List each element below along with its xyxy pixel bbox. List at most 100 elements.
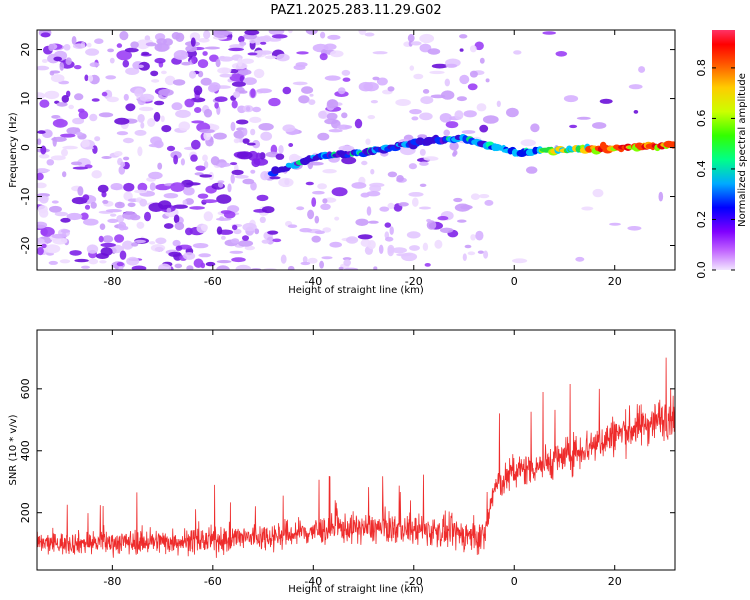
noise-blob	[191, 139, 201, 150]
noise-blob	[213, 132, 227, 140]
noise-blob	[569, 124, 578, 129]
noise-blob	[581, 206, 594, 211]
noise-blob	[80, 212, 89, 220]
noise-blob	[337, 87, 346, 95]
noise-blob	[60, 229, 71, 233]
noise-blob	[627, 226, 642, 231]
noise-blob	[185, 45, 198, 52]
spectrogram-panel: -80 -60 -40 -20 0 20 20 10 0 -10 -20 Height of str…	[8, 29, 676, 296]
noise-blob	[337, 124, 351, 130]
noise-blob	[72, 166, 89, 170]
noise-blob	[592, 122, 607, 129]
noise-blob	[317, 132, 330, 141]
noise-blob	[247, 52, 258, 56]
noise-blob	[467, 251, 476, 256]
noise-blob	[137, 182, 148, 192]
y-tick-label: 10	[19, 92, 32, 106]
noise-blob	[156, 38, 167, 45]
noise-blob	[37, 182, 47, 189]
noise-blob	[276, 53, 290, 62]
noise-blob	[199, 174, 213, 178]
noise-blob	[37, 65, 50, 71]
noise-blob	[239, 75, 245, 83]
noise-blob	[445, 63, 458, 68]
noise-blob	[370, 100, 378, 104]
noise-blob	[242, 138, 250, 144]
noise-blob	[180, 158, 185, 166]
noise-blob	[191, 120, 205, 124]
noise-blob	[478, 194, 490, 199]
noise-blob	[370, 168, 375, 175]
noise-blob	[252, 106, 261, 113]
noise-blob	[238, 35, 245, 43]
noise-blob	[484, 199, 494, 206]
noise-blob	[419, 148, 426, 156]
noise-blob	[230, 174, 235, 184]
noise-blob	[292, 81, 308, 86]
noise-blob	[233, 138, 240, 144]
noise-blob	[44, 90, 60, 100]
noise-blob	[161, 125, 172, 133]
noise-blob	[140, 122, 145, 129]
noise-blob	[658, 191, 664, 202]
noise-blob	[288, 143, 294, 147]
noise-blob	[437, 216, 449, 221]
noise-blob	[131, 242, 139, 247]
y-tick-label: 200	[19, 502, 32, 523]
noise-blob	[153, 111, 161, 122]
noise-blob	[479, 124, 489, 133]
snr-xlabel: Height of straight line (km)	[288, 584, 424, 595]
noise-blob	[426, 218, 432, 223]
noise-blob	[364, 32, 375, 37]
noise-blob	[311, 197, 317, 208]
noise-blob	[368, 220, 379, 224]
noise-blob	[319, 260, 324, 269]
noise-blob	[268, 97, 281, 107]
noise-blob	[232, 224, 238, 231]
noise-blob	[341, 112, 348, 119]
noise-blob	[343, 259, 352, 267]
noise-blob	[322, 169, 337, 174]
noise-blob	[322, 227, 332, 233]
noise-blob	[223, 211, 236, 219]
noise-blob	[41, 59, 48, 63]
noise-blob	[166, 145, 176, 152]
noise-blob	[358, 81, 374, 92]
noise-blob	[482, 115, 499, 124]
noise-blob	[372, 76, 380, 81]
noise-blob	[327, 34, 341, 40]
noise-blob	[308, 99, 316, 105]
noise-blob	[41, 243, 47, 249]
noise-blob	[183, 252, 196, 260]
noise-blob	[338, 266, 344, 270]
noise-blob	[367, 115, 376, 120]
noise-blob	[366, 206, 372, 216]
noise-blob	[50, 74, 65, 83]
y-tick-label: 0	[19, 144, 32, 151]
noise-blob	[288, 30, 293, 34]
noise-blob	[239, 41, 247, 46]
noise-blob	[173, 50, 189, 60]
noise-blob	[203, 30, 211, 40]
noise-blob	[164, 75, 176, 86]
noise-blob	[389, 226, 394, 235]
noise-blob	[195, 165, 206, 171]
noise-blob	[260, 171, 270, 181]
noise-blob	[391, 247, 407, 254]
snr-axes: -80 -60 -40 -20 0 20 200 400 600	[19, 330, 675, 588]
noise-blob	[63, 44, 71, 51]
noise-blob	[260, 41, 267, 45]
noise-blob	[191, 55, 197, 64]
noise-blob	[125, 67, 140, 76]
noise-blob	[219, 216, 225, 221]
colorbar-gradient	[712, 30, 735, 270]
noise-blob	[50, 70, 61, 74]
noise-blob	[190, 97, 206, 103]
noise-blob	[242, 127, 248, 136]
noise-blob	[203, 161, 209, 169]
noise-blob	[408, 163, 417, 170]
noise-blob	[245, 106, 251, 112]
noise-blob	[341, 69, 351, 76]
noise-blob	[59, 259, 71, 264]
